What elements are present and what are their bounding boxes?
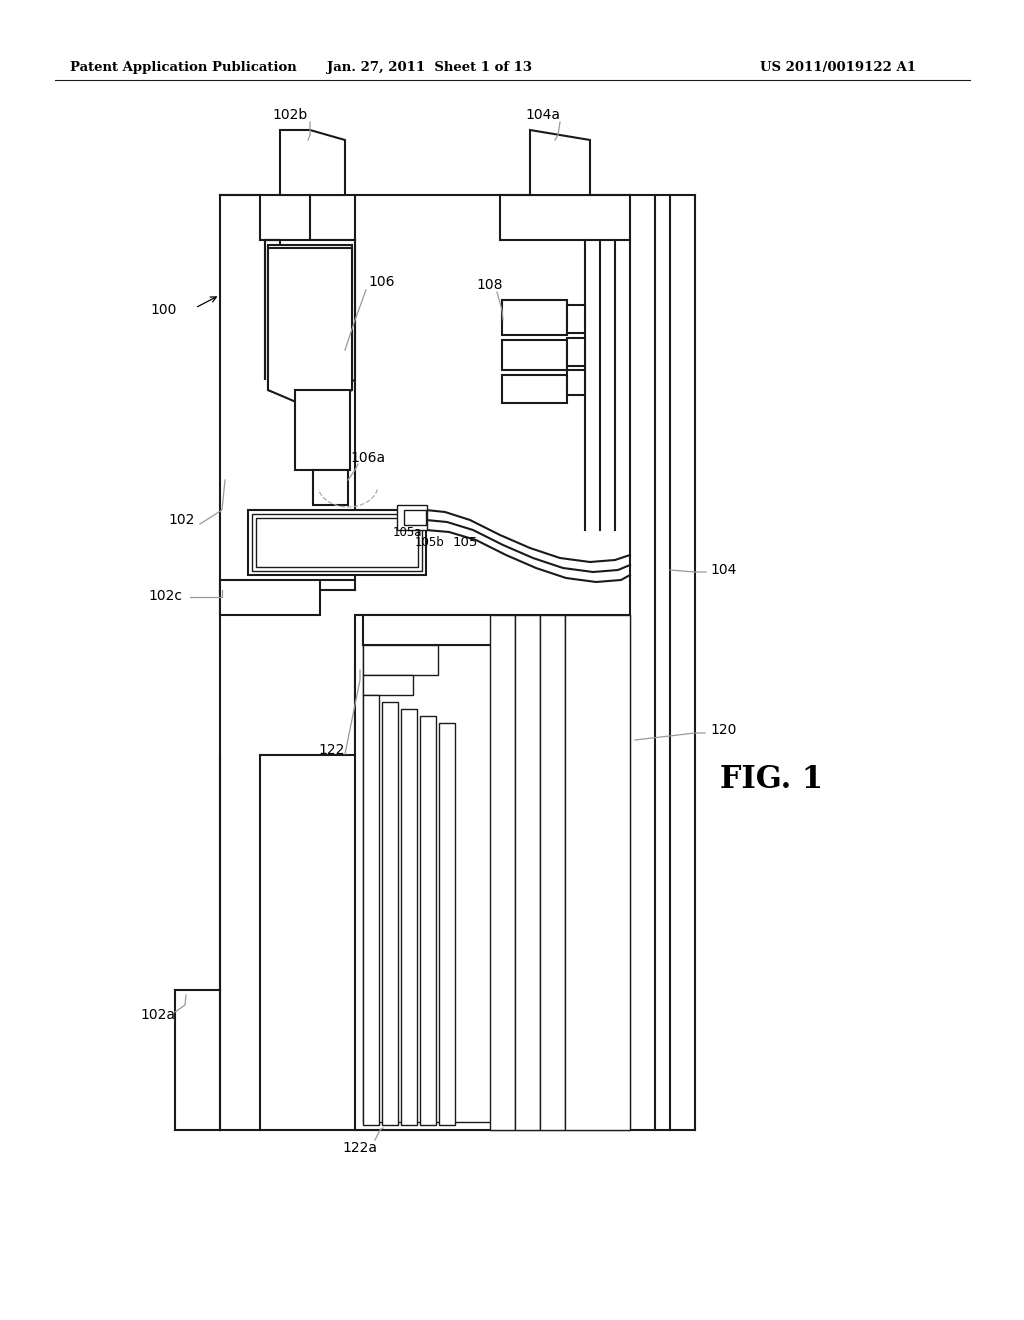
- Text: 105a: 105a: [393, 525, 423, 539]
- Text: 102a: 102a: [140, 1008, 175, 1022]
- Bar: [355, 615, 630, 1130]
- Polygon shape: [268, 246, 352, 405]
- Bar: [362, 623, 622, 1122]
- Text: 104: 104: [710, 564, 736, 577]
- Text: 106: 106: [368, 275, 394, 289]
- Text: 120: 120: [710, 723, 736, 737]
- Bar: [401, 709, 417, 1125]
- Bar: [502, 375, 567, 403]
- Bar: [220, 579, 319, 615]
- Bar: [362, 675, 413, 696]
- Bar: [362, 615, 493, 645]
- Bar: [420, 715, 436, 1125]
- Bar: [256, 517, 418, 568]
- Bar: [567, 338, 585, 366]
- Polygon shape: [268, 248, 352, 408]
- Text: Jan. 27, 2011  Sheet 1 of 13: Jan. 27, 2011 Sheet 1 of 13: [328, 62, 532, 74]
- Text: 122: 122: [318, 743, 344, 756]
- Bar: [439, 723, 455, 1125]
- Bar: [515, 615, 540, 1130]
- Text: 100: 100: [150, 304, 176, 317]
- Bar: [382, 702, 398, 1125]
- Bar: [295, 389, 350, 470]
- Text: 102b: 102b: [272, 108, 307, 121]
- Bar: [248, 510, 426, 576]
- Bar: [362, 696, 379, 1125]
- Bar: [490, 615, 515, 1130]
- Text: 104a: 104a: [525, 108, 560, 121]
- Text: 108: 108: [476, 279, 503, 292]
- Polygon shape: [265, 240, 355, 395]
- Polygon shape: [280, 129, 345, 195]
- Text: Patent Application Publication: Patent Application Publication: [70, 62, 297, 74]
- Bar: [313, 470, 348, 506]
- Text: 122a: 122a: [342, 1140, 378, 1155]
- Text: 105: 105: [453, 536, 478, 549]
- Text: 102c: 102c: [148, 589, 182, 603]
- Text: 102: 102: [168, 513, 195, 527]
- Bar: [502, 300, 567, 335]
- Text: 106a: 106a: [350, 451, 385, 465]
- Bar: [397, 506, 427, 531]
- Bar: [362, 645, 438, 675]
- Bar: [502, 341, 567, 370]
- Bar: [540, 615, 565, 1130]
- Polygon shape: [530, 129, 590, 195]
- Bar: [567, 305, 585, 333]
- Text: US 2011/0019122 A1: US 2011/0019122 A1: [760, 62, 916, 74]
- Text: 105b: 105b: [415, 536, 444, 549]
- Text: FIG. 1: FIG. 1: [720, 764, 823, 796]
- Bar: [565, 615, 630, 1130]
- Bar: [252, 513, 422, 572]
- Bar: [404, 510, 426, 525]
- Bar: [567, 370, 585, 395]
